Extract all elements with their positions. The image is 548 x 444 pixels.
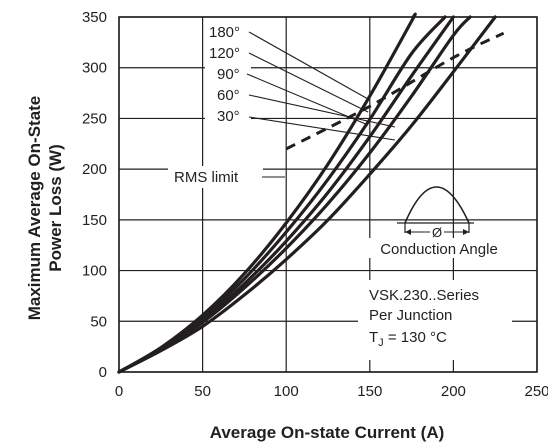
leader-30: [248, 116, 396, 141]
y-tick-label: 250: [82, 110, 107, 127]
y-tick-label: 350: [82, 9, 107, 26]
y-axis-title: Maximum Average On-State: [25, 96, 44, 321]
temperature-subscript: J: [378, 337, 384, 349]
y-axis-title-line2: Power Loss (W): [46, 144, 65, 272]
axis-ticks: 0 50 100 150 200 250 0 50 100 150 200 250 300 350: [82, 9, 548, 400]
conduction-angle-diagram: [397, 186, 474, 235]
temperature-symbol: T: [369, 329, 378, 346]
x-tick-label: 0: [115, 383, 123, 400]
leader-120: [248, 52, 369, 113]
legend-bg-30: [205, 104, 251, 124]
x-tick-label: 150: [357, 383, 382, 400]
y-tick-label: 0: [99, 364, 107, 381]
x-tick-label: 50: [194, 383, 211, 400]
leader-180: [248, 31, 369, 100]
temperature-label: TJ = 130 °C: [369, 329, 447, 349]
x-axis-title: Average On-state Current (A): [210, 423, 445, 442]
legend-bg-90: [205, 62, 251, 82]
legend-bg-60: [205, 83, 251, 103]
series-label-30: 30°: [217, 108, 240, 125]
legend-bg-180: [205, 20, 251, 40]
series-name-label: VSK.230..Series: [369, 287, 479, 304]
y-tick-label: 50: [90, 313, 107, 330]
y-tick-label: 100: [82, 263, 107, 280]
x-tick-label: 200: [441, 383, 466, 400]
rms-limit-line: [285, 31, 505, 151]
plot-frame: [118, 16, 538, 373]
x-tick-label: 250: [524, 383, 548, 400]
info-box-bg: [358, 280, 512, 360]
conduction-label-bg: [360, 238, 520, 258]
series-label-120: 120°: [209, 45, 240, 62]
curve-60deg: [117, 15, 472, 374]
x-tick-label: 100: [274, 383, 299, 400]
series-label-180: 180°: [209, 24, 240, 41]
leader-60: [248, 94, 396, 128]
curve-30deg: [117, 15, 497, 374]
rms-label-bg: [168, 166, 263, 188]
conduction-angle-label: Conduction Angle: [380, 241, 498, 258]
series-label-90: 90°: [217, 66, 240, 83]
rms-limit-label: RMS limit: [174, 169, 239, 186]
y-tick-label: 300: [82, 60, 107, 77]
legend-bg-120: [205, 41, 251, 61]
series-label-60: 60°: [217, 87, 240, 104]
y-tick-label: 150: [82, 212, 107, 229]
temperature-value: = 130 °C: [384, 329, 447, 346]
conduction-symbol: Ø: [432, 225, 442, 240]
per-junction-label: Per Junction: [369, 307, 452, 324]
curves: [117, 12, 505, 374]
y-tick-label: 200: [82, 161, 107, 178]
